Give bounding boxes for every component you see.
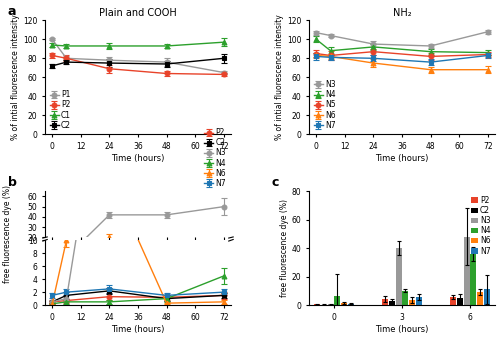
X-axis label: Time (hours): Time (hours) — [112, 154, 164, 163]
Y-axis label: free fluorescence dye (%): free fluorescence dye (%) — [280, 199, 289, 297]
Bar — [396, 248, 402, 305]
Bar — [470, 254, 476, 305]
Text: a: a — [8, 5, 16, 18]
Bar — [389, 301, 395, 305]
X-axis label: Time (hours): Time (hours) — [112, 324, 164, 334]
Bar — [416, 297, 422, 305]
Bar — [464, 237, 469, 305]
Bar — [450, 297, 456, 305]
Title: NH₂: NH₂ — [392, 8, 411, 18]
Legend: P1, P2, C1, C2: P1, P2, C1, C2 — [49, 89, 72, 131]
Bar — [402, 291, 408, 305]
Y-axis label: free fluorescence dye (%): free fluorescence dye (%) — [2, 185, 12, 283]
X-axis label: Time (hours): Time (hours) — [376, 154, 428, 163]
Legend: N3, N4, N5, N6, N7: N3, N4, N5, N6, N7 — [313, 79, 336, 131]
Y-axis label: % of intial fluorescence intensity: % of intial fluorescence intensity — [11, 15, 20, 140]
X-axis label: Time (hours): Time (hours) — [376, 324, 428, 334]
Bar — [409, 300, 415, 305]
Bar — [478, 292, 484, 305]
Bar — [341, 303, 347, 305]
Legend: P2, C2, N3, N4, N6, N7: P2, C2, N3, N4, N6, N7 — [204, 127, 227, 189]
Text: b: b — [8, 176, 16, 188]
Bar — [334, 296, 340, 305]
Bar — [328, 304, 334, 305]
Bar — [382, 299, 388, 305]
Bar — [457, 298, 463, 305]
Text: c: c — [272, 176, 279, 188]
Title: Plain and COOH: Plain and COOH — [99, 8, 177, 18]
Legend: P2, C2, N3, N4, N6, N7: P2, C2, N3, N4, N6, N7 — [470, 195, 491, 256]
Bar — [484, 290, 490, 305]
Y-axis label: % of intial fluorescence intensity: % of intial fluorescence intensity — [275, 15, 284, 140]
Bar — [348, 304, 354, 305]
Bar — [314, 304, 320, 305]
